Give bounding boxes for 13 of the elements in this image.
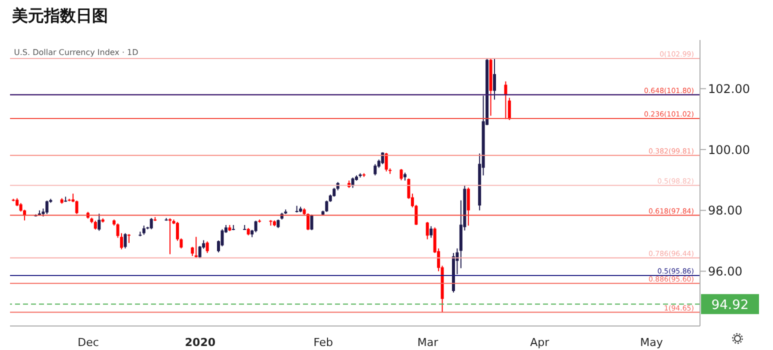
x-tick-label: Feb xyxy=(314,336,334,349)
x-tick-label: Dec xyxy=(78,336,99,349)
x-tick-label: 2020 xyxy=(184,336,216,349)
text: U.S. Dollar Currency Index · 1D xyxy=(14,48,138,57)
y-tick-label: 98.00 xyxy=(708,204,742,218)
ref-line-label: 94.92 xyxy=(711,298,749,314)
x-tick-label: Apr xyxy=(530,336,550,349)
x-tick-label: May xyxy=(640,336,664,349)
y-tick-label: 100.00 xyxy=(708,142,750,157)
y-tick-label: 102.00 xyxy=(708,82,750,96)
chart-title: 美元指数日图 xyxy=(12,6,108,27)
x-tick-label: Mar xyxy=(417,336,439,349)
y-tick-label: 96.00 xyxy=(708,264,742,278)
